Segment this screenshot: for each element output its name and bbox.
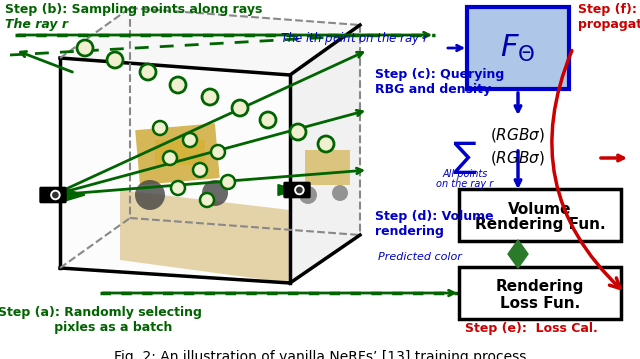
Circle shape	[297, 187, 302, 193]
Text: Fig. 2: An illustration of vanilla NeRFs’ [13] training process: Fig. 2: An illustration of vanilla NeRFs…	[114, 350, 526, 359]
Text: $(RGB\sigma)$: $(RGB\sigma)$	[490, 149, 545, 167]
Polygon shape	[508, 240, 528, 268]
Circle shape	[52, 192, 58, 198]
Text: on the ray r: on the ray r	[436, 179, 493, 189]
Circle shape	[171, 181, 185, 195]
FancyBboxPatch shape	[40, 187, 66, 202]
Text: Rendering: Rendering	[496, 280, 584, 294]
FancyBboxPatch shape	[459, 189, 621, 241]
Text: Step (c): Querying
RBG and density: Step (c): Querying RBG and density	[375, 68, 504, 96]
Circle shape	[221, 175, 235, 189]
Text: Step (b): Sampling points along rays: Step (b): Sampling points along rays	[5, 3, 262, 16]
Circle shape	[170, 77, 186, 93]
Circle shape	[183, 133, 197, 147]
Text: $(RGB\sigma)$: $(RGB\sigma)$	[490, 126, 545, 144]
Polygon shape	[278, 185, 296, 195]
Circle shape	[107, 52, 123, 68]
Text: Loss Fun.: Loss Fun.	[500, 295, 580, 311]
Text: The $\it{i}$th point on the ray $\it{r}$: The $\it{i}$th point on the ray $\it{r}$	[280, 30, 430, 47]
Circle shape	[135, 180, 165, 210]
FancyBboxPatch shape	[467, 7, 569, 89]
Text: Volume: Volume	[508, 201, 572, 216]
Circle shape	[318, 136, 334, 152]
Bar	[305, 150, 350, 185]
Text: All points: All points	[442, 169, 488, 179]
Circle shape	[202, 89, 218, 105]
Bar	[135, 123, 220, 185]
Text: Rendering Fun.: Rendering Fun.	[475, 218, 605, 233]
Circle shape	[260, 112, 276, 128]
Polygon shape	[290, 25, 360, 283]
Bar	[155, 140, 205, 165]
Circle shape	[200, 193, 214, 207]
Polygon shape	[120, 190, 290, 283]
Circle shape	[202, 180, 228, 206]
Circle shape	[332, 185, 348, 201]
Circle shape	[77, 40, 93, 56]
Text: Predicted color: Predicted color	[378, 252, 462, 262]
Circle shape	[211, 145, 225, 159]
Circle shape	[153, 121, 167, 135]
Text: $\sum$: $\sum$	[452, 140, 477, 177]
Circle shape	[51, 190, 60, 200]
Circle shape	[295, 186, 304, 195]
FancyBboxPatch shape	[284, 182, 310, 197]
Circle shape	[232, 100, 248, 116]
Circle shape	[299, 186, 317, 204]
Polygon shape	[60, 58, 290, 283]
Circle shape	[193, 163, 207, 177]
Text: Step (a): Randomly selecting
      pixles as a batch: Step (a): Randomly selecting pixles as a…	[0, 306, 202, 334]
Text: Step (f): Back-
propagation: Step (f): Back- propagation	[578, 3, 640, 31]
FancyArrowPatch shape	[552, 51, 620, 288]
Text: Step (d): Volume
rendering: Step (d): Volume rendering	[375, 210, 493, 238]
Circle shape	[163, 151, 177, 165]
Text: $F_{\Theta}$: $F_{\Theta}$	[500, 32, 536, 64]
Text: Step (e):  Loss Cal.: Step (e): Loss Cal.	[465, 322, 598, 335]
Polygon shape	[60, 8, 360, 75]
Text: The ray r: The ray r	[5, 18, 68, 31]
FancyBboxPatch shape	[459, 267, 621, 319]
Circle shape	[140, 64, 156, 80]
Circle shape	[290, 124, 306, 140]
Polygon shape	[65, 189, 85, 201]
